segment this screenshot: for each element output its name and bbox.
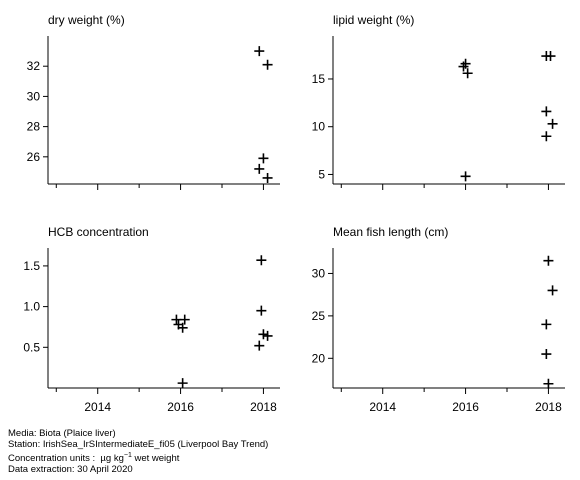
footer-station: Station: IrishSea_IrSIntermediateE_fi05 … [8, 439, 269, 450]
footer-units-exponent: −1 [123, 452, 132, 459]
footer-units-suffix: wet weight [131, 453, 180, 465]
panel-1-point [262, 59, 273, 70]
panel-2-point [460, 171, 471, 182]
footer-units-prefix: Concentration units : [8, 453, 96, 465]
panel-4-y-tick-label: 20 [312, 351, 326, 365]
panel-2-y-tick-label: 5 [318, 167, 325, 181]
panel-3-point [254, 340, 265, 351]
panel-3-x-tick-label: 2014 [84, 400, 111, 414]
footer-extraction: Data extraction: 30 April 2020 [8, 464, 133, 476]
panel-4-x-tick-label: 2014 [369, 400, 396, 414]
panel-3-title: HCB concentration [48, 225, 149, 239]
panel-1-point [254, 163, 265, 174]
panel-4-point [543, 378, 554, 389]
panel-1-y-tick-label: 28 [27, 120, 41, 134]
panel-2-point [545, 51, 556, 62]
panel-2-point [541, 131, 552, 142]
footer-units: Concentration units : µg kg−1 wet weight [8, 450, 268, 464]
panel-3-point [177, 378, 188, 389]
panel-1-title: dry weight (%) [48, 13, 125, 27]
panel-3-y-tick-label: 1.5 [23, 259, 40, 273]
panel-2-point [547, 118, 558, 129]
footer-units-base: µg kg [100, 453, 124, 465]
panel-4-x-tick-label: 2018 [535, 400, 562, 414]
panel-1-point [258, 153, 269, 164]
panel-3-y-tick-label: 0.5 [23, 340, 40, 354]
panel-3-x-tick-label: 2018 [250, 400, 277, 414]
footer-media: Media: Biota (Plaice liver) [8, 428, 116, 439]
panel-2-y-tick-label: 10 [312, 120, 326, 134]
panel-3-point [258, 329, 269, 340]
panel-2-point [462, 68, 473, 79]
panel-3-point [256, 255, 267, 266]
panel-2-y-tick-label: 15 [312, 72, 326, 86]
panel-4-title: Mean fish length (cm) [333, 225, 448, 239]
footer-notes: Media: Biota (Plaice liver) Station: Iri… [8, 428, 268, 475]
panel-1-y-tick-label: 30 [27, 89, 41, 103]
panel-2-point [541, 106, 552, 117]
panel-4-point [541, 349, 552, 360]
panel-2-point [458, 61, 469, 72]
panel-4-point [547, 285, 558, 296]
panel-1-y-tick-label: 32 [27, 59, 41, 73]
panel-4-y-tick-label: 25 [312, 309, 326, 323]
panel-3-point [177, 322, 188, 333]
panel-3-point [262, 330, 273, 341]
panel-3-x-tick-label: 2016 [167, 400, 194, 414]
panel-4-point [541, 319, 552, 330]
panel-3-point [256, 305, 267, 316]
panel-4-x-tick-label: 2016 [452, 400, 479, 414]
panel-4-point [543, 255, 554, 266]
panel-3-y-tick-label: 1.0 [23, 300, 40, 314]
panel-1-y-tick-label: 26 [27, 150, 41, 164]
panel-3-point [179, 314, 190, 325]
panel-1-point [254, 46, 265, 57]
panel-1-point [262, 172, 273, 183]
panel-2-title: lipid weight (%) [333, 13, 414, 27]
panel-4-y-tick-label: 30 [312, 266, 326, 280]
